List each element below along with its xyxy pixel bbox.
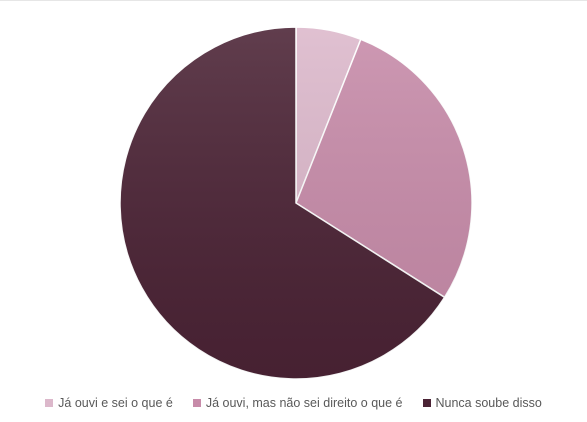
legend-item: Já ouvi e sei o que é xyxy=(45,396,173,410)
chart-legend: Já ouvi e sei o que é Já ouvi, mas não s… xyxy=(0,396,587,410)
legend-swatch-2 xyxy=(422,399,431,407)
pie-slices xyxy=(119,26,473,380)
legend-swatch-0 xyxy=(45,399,54,407)
legend-label: Já ouvi e sei o que é xyxy=(58,396,173,410)
legend-item: Já ouvi, mas não sei direito o que é xyxy=(192,396,403,410)
legend-label: Já ouvi, mas não sei direito o que é xyxy=(205,396,403,410)
legend-item: Nunca soube disso xyxy=(422,396,542,410)
legend-swatch-1 xyxy=(192,399,201,407)
legend-label: Nunca soube disso xyxy=(435,396,542,410)
